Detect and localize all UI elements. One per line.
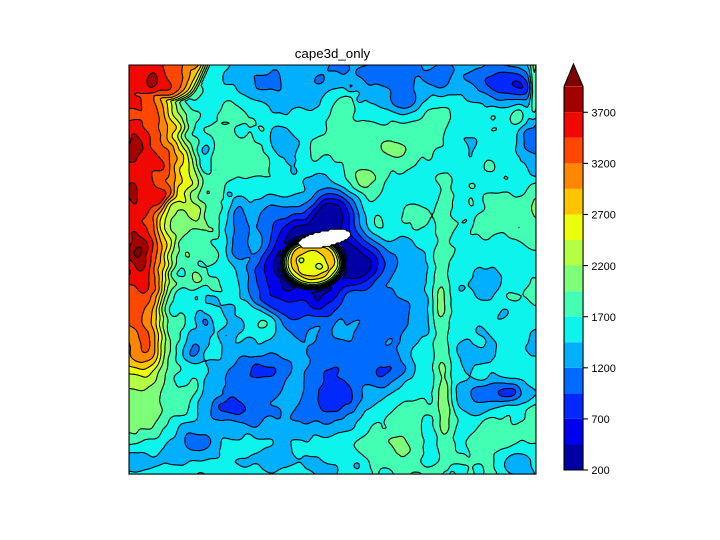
svg-text:3700: 3700: [591, 107, 615, 119]
svg-text:200: 200: [591, 465, 609, 477]
svg-text:2200: 2200: [591, 261, 615, 273]
svg-text:1700: 1700: [591, 312, 615, 324]
svg-text:2700: 2700: [591, 210, 615, 222]
svg-text:1200: 1200: [591, 363, 615, 375]
svg-text:700: 700: [591, 414, 609, 426]
svg-text:3200: 3200: [591, 159, 615, 171]
svg-text:cape3d_only: cape3d_only: [295, 46, 371, 61]
